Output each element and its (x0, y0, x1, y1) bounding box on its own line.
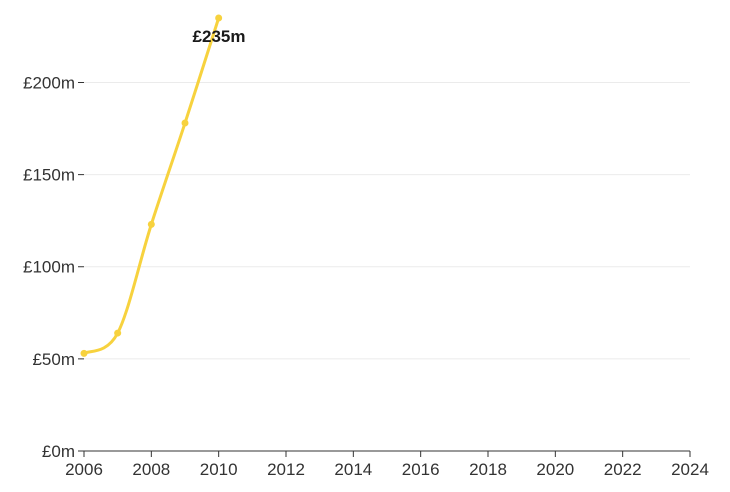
x-tick-label: 2014 (334, 460, 372, 479)
data-point (181, 119, 189, 127)
x-tick-label: 2012 (267, 460, 305, 479)
x-tick-label: 2010 (200, 460, 238, 479)
y-tick-label: £100m (23, 258, 75, 277)
y-tick-label: £150m (23, 166, 75, 185)
data-point (114, 329, 122, 337)
end-value-label: £235m (193, 27, 246, 46)
x-tick-label: 2024 (671, 460, 709, 479)
y-tick-label: £200m (23, 73, 75, 92)
data-point (215, 14, 223, 22)
x-axis: 2006 2008 2010 2012 2014 2016 2018 2020 2022 2024 (65, 450, 709, 479)
y-tick-label: £0m (42, 442, 75, 461)
series-layer (80, 14, 223, 357)
x-tick-label: 2018 (469, 460, 507, 479)
y-axis: £0m £50m £100m £150m £200m (23, 73, 84, 461)
data-point (80, 349, 88, 357)
grid-lines (84, 81, 690, 360)
series-line (82, 16, 221, 355)
data-point (147, 220, 155, 228)
x-tick-label: 2016 (402, 460, 440, 479)
x-tick-label: 2022 (604, 460, 642, 479)
x-tick-label: 2008 (132, 460, 170, 479)
x-tick-label: 2006 (65, 460, 103, 479)
y-tick-label: £50m (32, 350, 75, 369)
x-tick-label: 2020 (536, 460, 574, 479)
